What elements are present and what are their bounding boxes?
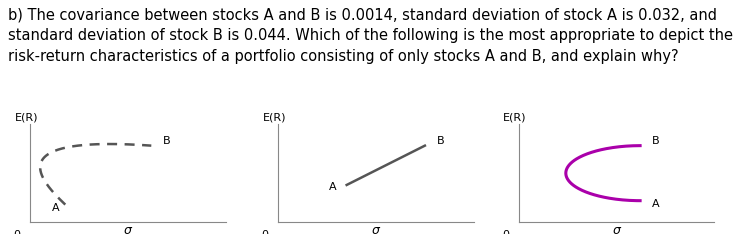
Text: E(R): E(R) <box>14 112 38 122</box>
X-axis label: $\sigma$: $\sigma$ <box>123 224 133 234</box>
Text: 0: 0 <box>502 230 509 234</box>
Text: 0: 0 <box>262 230 268 234</box>
Text: b) The covariance between stocks A and B is 0.0014, standard deviation of stock : b) The covariance between stocks A and B… <box>8 7 732 64</box>
X-axis label: $\sigma$: $\sigma$ <box>371 224 381 234</box>
Text: B: B <box>437 136 444 146</box>
Text: 0: 0 <box>14 230 20 234</box>
Text: B: B <box>652 136 660 146</box>
Text: E(R): E(R) <box>262 112 286 122</box>
Text: E(R): E(R) <box>503 112 526 122</box>
Text: B: B <box>163 136 171 146</box>
Text: A: A <box>652 199 660 208</box>
X-axis label: $\sigma$: $\sigma$ <box>611 224 622 234</box>
Text: A: A <box>52 202 59 212</box>
Text: A: A <box>329 182 337 192</box>
